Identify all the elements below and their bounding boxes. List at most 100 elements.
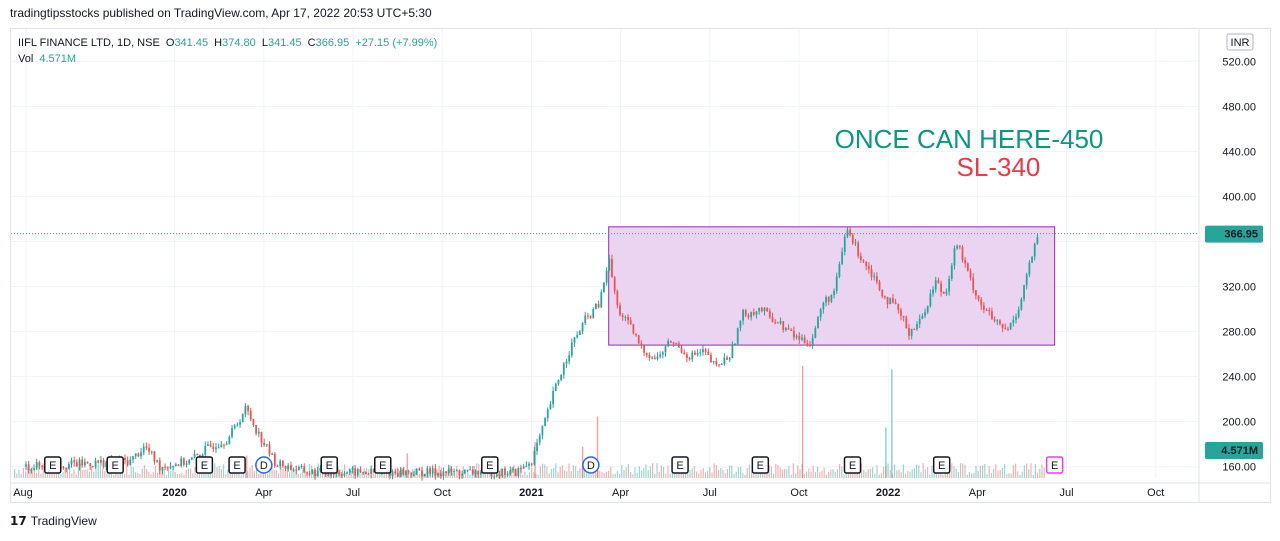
volume-bar <box>693 465 695 478</box>
candle-body <box>718 364 720 366</box>
volume-bar <box>1030 463 1032 478</box>
volume-bar <box>843 474 845 478</box>
event-marker-label: E <box>676 460 683 472</box>
candle-body <box>932 289 934 294</box>
earnings-marker[interactable] <box>671 456 689 474</box>
volume-bar <box>715 465 717 478</box>
volume-bar <box>979 466 981 478</box>
candle-body <box>1009 322 1012 330</box>
volume-bar <box>544 464 546 478</box>
earnings-marker[interactable] <box>320 456 338 474</box>
earnings-marker[interactable] <box>106 456 124 474</box>
volume-bar <box>819 472 821 478</box>
volume-bar <box>720 468 722 478</box>
candle-body <box>988 309 991 312</box>
earnings-marker[interactable] <box>481 456 499 474</box>
symbol-name: IIFL FINANCE LTD, 1D, NSE <box>18 37 160 49</box>
candle-body <box>447 468 450 474</box>
candle-body <box>851 234 854 244</box>
volume-bar <box>194 467 196 478</box>
volume-bar <box>487 470 489 478</box>
volume-bar <box>280 464 282 478</box>
event-marker-label: E <box>49 460 56 472</box>
candle-body <box>129 459 132 465</box>
x-tick-label: Oct <box>1147 487 1164 499</box>
volume-bar <box>797 465 799 478</box>
earnings-marker[interactable] <box>932 456 951 474</box>
volume-bar <box>698 473 700 478</box>
earnings-marker[interactable] <box>195 456 214 474</box>
candle-body <box>704 349 707 352</box>
tradingview-logo-icon: 17 <box>10 514 27 528</box>
candle-body <box>675 343 678 345</box>
volume-bar <box>812 465 814 478</box>
earnings-marker[interactable] <box>751 456 770 474</box>
volume-bar <box>880 473 882 478</box>
earnings-marker[interactable] <box>374 456 392 474</box>
volume-bar <box>773 473 775 478</box>
volume-bar <box>971 473 973 478</box>
candle-body <box>830 294 833 302</box>
dividend-marker[interactable] <box>582 456 600 474</box>
volume-bar <box>878 474 880 478</box>
volume-bar <box>687 473 689 478</box>
volume-bar <box>379 469 381 478</box>
tradingview-logo[interactable]: 17 TradingView <box>10 514 97 528</box>
volume-bar <box>737 467 739 478</box>
volume-bar <box>548 473 550 478</box>
volume-bar <box>58 470 60 478</box>
volume-bar <box>557 472 559 478</box>
volume-bar <box>704 472 706 478</box>
candle-body <box>405 471 407 475</box>
candle-body <box>354 468 357 476</box>
candle-body <box>750 312 753 318</box>
volume-bar <box>304 471 306 478</box>
volume-bar <box>922 463 924 478</box>
volume-bar <box>553 468 555 478</box>
volume-bar <box>957 471 959 478</box>
volume-bar <box>777 465 779 478</box>
currency-button[interactable] <box>1226 33 1254 51</box>
candle-body <box>314 469 316 476</box>
volume-bar <box>817 466 819 478</box>
volume-bar <box>608 470 610 478</box>
tradingview-brand: TradingView <box>30 514 97 528</box>
volume-bar <box>66 467 68 478</box>
volume-bar <box>293 470 295 478</box>
candle-body <box>89 463 92 467</box>
candle-body <box>1031 256 1033 263</box>
volume-bar <box>702 467 704 478</box>
volume-bar <box>872 467 874 478</box>
volume-bar <box>711 472 713 478</box>
candle-body <box>589 315 592 318</box>
candle-body <box>715 361 718 365</box>
earnings-marker[interactable] <box>1045 456 1064 474</box>
volume-bar <box>18 469 20 478</box>
volume-bar <box>841 466 843 478</box>
open-label: O <box>165 37 175 49</box>
dividend-marker[interactable] <box>255 456 273 474</box>
symbol-legend: IIFL FINANCE LTD, 1D, NSE O341.45 H374.8… <box>18 35 437 67</box>
candle-body <box>843 236 846 252</box>
volume-spike <box>596 416 599 478</box>
range-box[interactable] <box>608 226 1056 346</box>
candle-body <box>370 468 373 474</box>
volume-bar <box>603 473 605 478</box>
candle-body <box>560 374 563 381</box>
candle-body <box>140 452 142 457</box>
volume-bar <box>546 466 548 478</box>
earnings-marker[interactable] <box>44 456 62 474</box>
earnings-marker[interactable] <box>843 456 862 474</box>
candle-body <box>578 331 581 335</box>
volume-bar <box>1006 474 1008 478</box>
candle-body <box>878 282 881 291</box>
earnings-marker[interactable] <box>228 456 246 474</box>
volume-bar <box>570 471 572 478</box>
volume-bar <box>632 474 634 478</box>
volume-bar <box>896 470 898 478</box>
candle-body <box>193 454 196 458</box>
volume-bar <box>240 474 242 478</box>
volume-bar <box>132 467 134 478</box>
volume-bar <box>179 474 181 478</box>
